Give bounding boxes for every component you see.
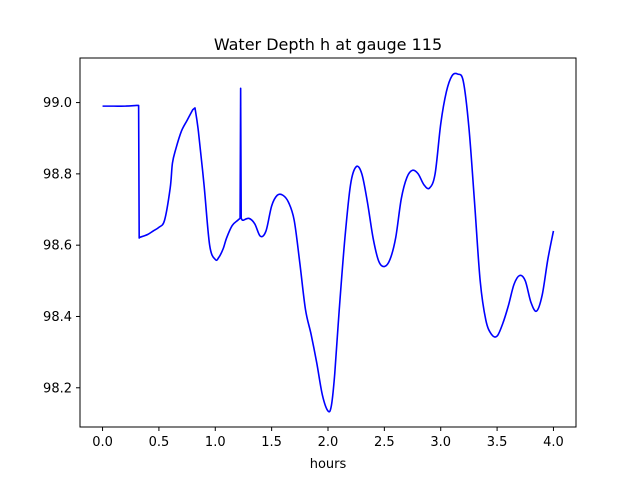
x-tick-label: 1.0 (205, 435, 226, 450)
series-line-0 (102, 72, 555, 413)
x-tick-label: 4.0 (543, 435, 564, 450)
x-tick-label: 2.5 (374, 435, 395, 450)
plot-frame (79, 57, 577, 428)
x-tick-label: 2.0 (318, 435, 339, 450)
x-tick-label: 0.5 (149, 435, 170, 450)
y-tick-label: 98.2 (43, 381, 72, 396)
y-tick-label: 99.0 (43, 96, 72, 111)
x-tick-label: 1.5 (261, 435, 282, 450)
x-tick-label: 3.5 (487, 435, 508, 450)
x-axis: 0.0 0.5 1.0 1.5 2.0 2.5 3.0 3.5 4.0 (92, 427, 564, 450)
y-tick-label: 98.4 (43, 310, 72, 325)
x-tick-label: 0.0 (92, 435, 113, 450)
series-layer (102, 72, 555, 413)
y-axis: 98.2 98.4 98.6 98.8 99.0 (43, 96, 80, 396)
chart-title: Water Depth h at gauge 115 (214, 35, 442, 54)
y-tick-label: 98.6 (43, 239, 72, 254)
y-tick-label: 98.8 (43, 167, 72, 182)
x-tick-label: 3.0 (430, 435, 451, 450)
x-axis-label: hours (310, 457, 347, 472)
